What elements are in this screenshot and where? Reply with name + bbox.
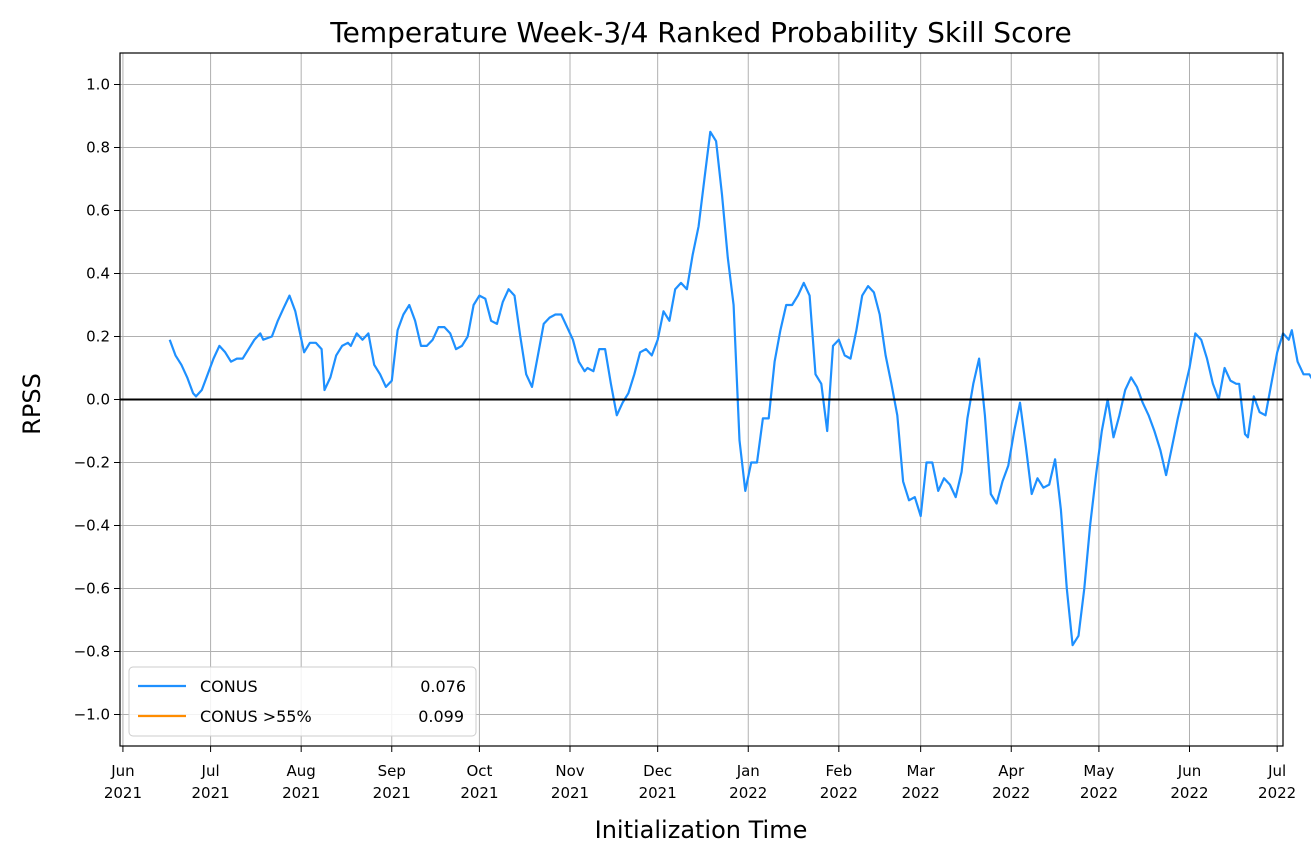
y-axis-ticks: 1.0 0.8 0.6 0.4 0.2 0.0 −0.2 −0.4 −0.6 −0.8 −1.0 [74,76,120,724]
legend-label-conus-55: CONUS >55% [200,707,312,726]
chart-title: Temperature Week-3/4 Ranked Probability … [329,16,1071,49]
x-tick-label-month: Jul [1267,762,1286,780]
legend-label-conus: CONUS [200,677,258,696]
y-tick-label: 0.4 [86,265,110,283]
x-tick-label-month: Jul [201,762,220,780]
y-tick-label: −0.8 [74,643,110,661]
legend-box [128,666,477,737]
x-tick-label-month: May [1083,762,1114,780]
x-tick-label-year: 2021 [373,784,411,802]
x-tick-label-month: Feb [826,762,853,780]
x-tick-label-year: 2022 [1170,784,1208,802]
y-tick-label: 0.6 [86,202,110,220]
y-tick-label: −0.4 [74,517,110,535]
x-tick-label-month: Dec [643,762,672,780]
legend-value-conus: 0.076 [420,677,466,696]
x-tick-label-year: 2022 [902,784,940,802]
y-tick-label: −1.0 [74,706,110,724]
x-tick-label-year: 2022 [1258,784,1296,802]
x-tick-label-year: 2021 [104,784,142,802]
x-tick-label-month: Aug [287,762,316,780]
legend: CONUS 0.076 CONUS >55% 0.099 [128,666,477,737]
y-tick-label: 0.2 [86,328,110,346]
y-tick-label: 0.0 [86,391,110,409]
series-lines [168,130,1311,647]
x-tick-label-year: 2022 [992,784,1030,802]
x-tick-label-year: 2021 [191,784,229,802]
x-tick-label-year: 2022 [1080,784,1118,802]
x-tick-label-month: Jun [1177,762,1201,780]
x-tick-label-month: Jun [110,762,134,780]
x-tick-label-month: Oct [466,762,492,780]
x-tick-label-year: 2021 [551,784,589,802]
x-axis-title: Initialization Time [595,816,808,844]
x-tick-label-month: Jan [736,762,760,780]
x-tick-label-year: 2021 [282,784,320,802]
y-tick-label: 1.0 [86,76,110,94]
x-tick-label-month: Mar [907,762,936,780]
series-line-conus [168,130,1311,647]
x-tick-label-year: 2022 [820,784,858,802]
x-tick-label-month: Nov [555,762,584,780]
x-tick-label-year: 2021 [639,784,677,802]
y-axis-title: RPSS [18,373,46,435]
x-axis-ticks: Jun 2021 Jul 2021 Aug 2021 Sep 2021 Oct 2021 Nov 20… [104,746,1296,802]
y-tick-label: 0.8 [86,139,110,157]
x-tick-label-month: Apr [998,762,1025,780]
x-tick-label-year: 2022 [729,784,767,802]
x-tick-label-month: Sep [378,762,406,780]
y-tick-label: −0.6 [74,580,110,598]
legend-value-conus-55: 0.099 [418,707,464,726]
y-tick-label: −0.2 [74,454,110,472]
x-tick-label-year: 2021 [460,784,498,802]
